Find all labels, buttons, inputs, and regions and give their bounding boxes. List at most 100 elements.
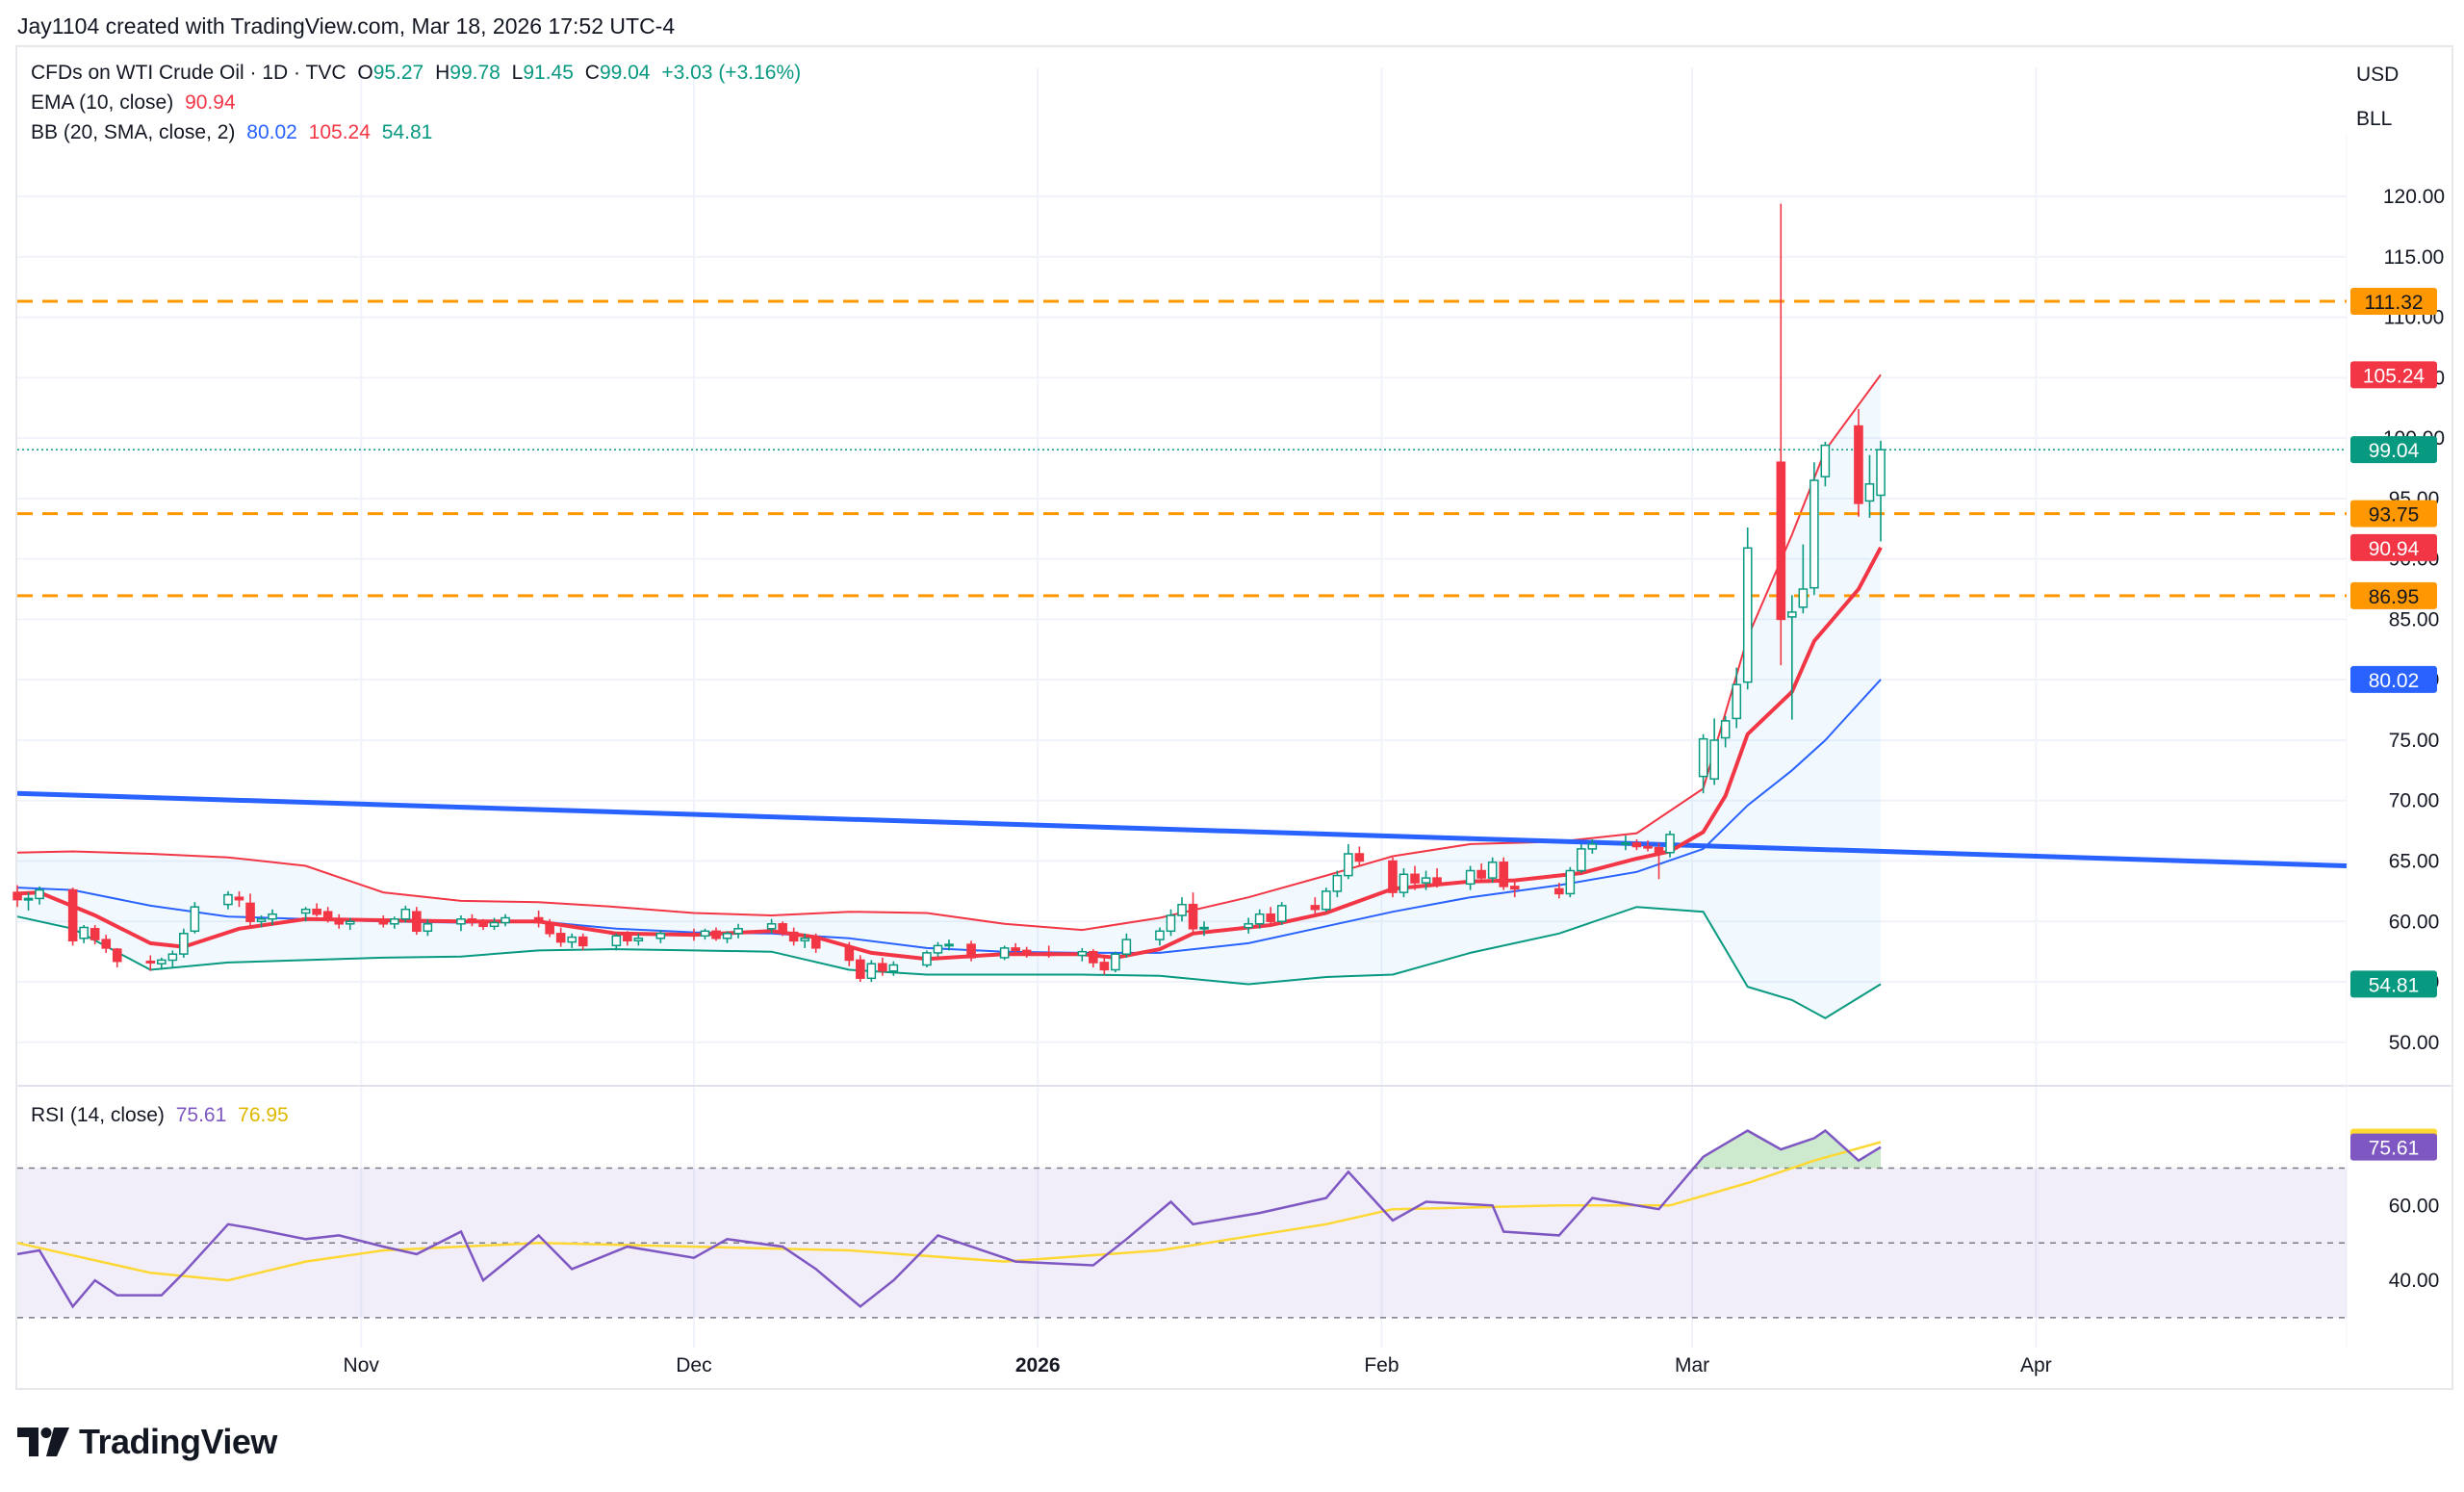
price-label-level: 93.75	[2350, 500, 2437, 527]
candle-up	[1322, 890, 1331, 911]
candle-down	[1854, 424, 1863, 504]
candle-up	[1166, 914, 1176, 933]
candle-down	[1776, 461, 1786, 621]
trendline	[16, 790, 2348, 869]
candle-down	[412, 911, 422, 933]
candle-down	[1188, 903, 1198, 930]
price-label-level-bg	[2350, 287, 2437, 315]
candle-down	[478, 923, 488, 928]
candle-up	[1698, 737, 1708, 778]
candle-up	[1487, 862, 1498, 879]
candle-up	[1787, 611, 1797, 618]
rsi-legend[interactable]: RSI (14, close) 75.61 76.95	[31, 1104, 295, 1127]
price-label-bb_basis-text: 80.02	[2369, 670, 2420, 692]
rsi-tick-label: 40.00	[2389, 1270, 2440, 1292]
candle-down	[112, 948, 122, 963]
tradingview-logo[interactable]: TradingView	[17, 1422, 277, 1461]
candle-down	[90, 928, 100, 940]
unit-label[interactable]: BLL	[2356, 108, 2393, 130]
bb-upper-line	[16, 373, 1882, 932]
candle-down	[533, 916, 544, 924]
price-label-bb_lower-text: 54.81	[2369, 974, 2420, 996]
candle-up	[179, 933, 189, 955]
grid-lines	[17, 67, 2347, 1348]
candle-up	[190, 906, 200, 933]
rsi-ma-value: 76.95	[238, 1104, 289, 1126]
candle-down	[711, 930, 721, 939]
candle-down	[145, 960, 156, 964]
candle-down	[234, 896, 244, 901]
candle-down	[312, 908, 321, 915]
ema-legend[interactable]: EMA (10, close) 90.94	[31, 91, 242, 115]
candle-up	[167, 953, 178, 962]
candle-down	[578, 936, 588, 947]
ema-label: EMA (10, close)	[31, 91, 174, 114]
candle-up	[1465, 869, 1476, 886]
candle-up	[1820, 444, 1831, 477]
candle-down	[1388, 860, 1398, 893]
price-label-bb_lower: 54.81	[2350, 970, 2437, 998]
candle-up	[1199, 926, 1209, 930]
low-label: L	[511, 62, 524, 84]
price-label-level: 111.32	[2350, 287, 2437, 315]
candle-up	[1665, 834, 1675, 854]
candle-down	[555, 933, 566, 943]
low-value: 91.45	[523, 62, 574, 84]
price-label-last-text: 99.04	[2369, 440, 2420, 462]
price-tick-label: 75.00	[2389, 730, 2440, 752]
rsi-label-rsi-text: 75.61	[2369, 1138, 2420, 1160]
candle-down	[856, 959, 865, 979]
bb-legend[interactable]: BB (20, SMA, close, 2) 80.02 105.24 54.8…	[31, 121, 438, 144]
currency-label[interactable]: USD	[2356, 64, 2400, 86]
candle-up	[1077, 950, 1088, 957]
candle-down	[689, 933, 699, 938]
candle-up	[489, 921, 500, 928]
close-value: 99.04	[599, 62, 651, 84]
candle-up	[1864, 483, 1875, 502]
candle-up	[400, 908, 411, 920]
candle-up	[1732, 683, 1742, 720]
candle-up	[766, 923, 777, 930]
candle-up	[157, 959, 167, 965]
candle-down	[1476, 869, 1486, 879]
price-label-level-text: 111.32	[2364, 292, 2423, 314]
candle-up	[1399, 873, 1409, 893]
tradingview-wordmark: TradingView	[79, 1422, 277, 1461]
candle-up	[1742, 547, 1753, 683]
candle-down	[1089, 950, 1098, 964]
candle-up	[1709, 739, 1719, 780]
price-label-ema-bg	[2350, 533, 2437, 561]
candle-up	[456, 918, 466, 925]
candle-down	[101, 939, 112, 949]
price-label-bb_lower-bg	[2350, 970, 2437, 998]
candle-down	[378, 920, 389, 925]
candle-down	[1554, 887, 1564, 895]
symbol-legend[interactable]: CFDs on WTI Crude Oil · 1D · TVC O95.27 …	[31, 62, 807, 85]
candle-up	[1244, 923, 1253, 929]
price-label-level: 86.95	[2350, 581, 2437, 609]
candle-down	[1499, 862, 1509, 887]
candle-down	[322, 911, 333, 921]
price-label-bb_upper: 105.24	[2350, 361, 2437, 389]
ema-line	[16, 546, 1883, 962]
date-tick-label: Feb	[1364, 1354, 1399, 1376]
open-label: O	[357, 62, 373, 84]
candle-up	[23, 897, 34, 901]
candle-down	[966, 943, 976, 959]
candle-up	[423, 923, 433, 933]
candle-up	[1155, 930, 1165, 940]
open-value: 95.27	[372, 62, 424, 84]
candle-up	[1587, 843, 1598, 850]
candle-down	[1643, 845, 1653, 849]
candle-up	[223, 893, 233, 906]
price-label-level-bg	[2350, 581, 2437, 609]
candle-down	[467, 918, 477, 923]
rsi-value: 75.61	[175, 1104, 227, 1126]
price-label-level-text: 86.95	[2369, 586, 2420, 608]
candle-up	[800, 938, 810, 942]
rsi-label-rsi: 75.61	[2350, 1133, 2437, 1161]
candle-up	[1876, 449, 1886, 497]
rsi-line	[16, 1129, 1882, 1309]
candle-up	[1111, 953, 1120, 971]
